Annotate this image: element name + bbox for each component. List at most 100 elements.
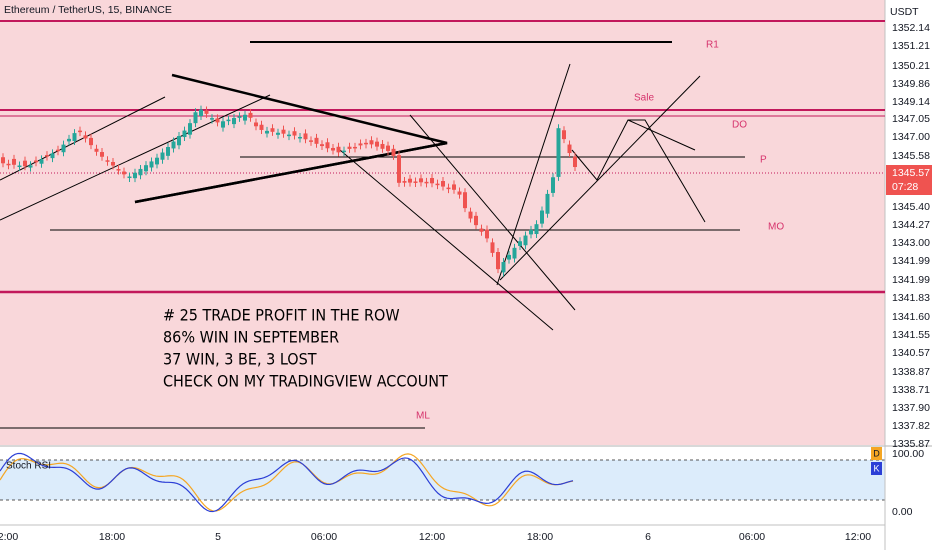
candle	[358, 143, 363, 146]
time-label: 18:00	[99, 531, 125, 543]
candle	[188, 123, 192, 135]
candle	[452, 184, 456, 190]
candle	[270, 128, 275, 132]
candle	[105, 160, 110, 162]
candle	[232, 118, 236, 125]
candle	[512, 247, 517, 259]
candle	[501, 262, 506, 273]
candle	[237, 116, 242, 118]
candle	[364, 142, 368, 145]
candle	[45, 155, 49, 157]
badge-label: D	[873, 448, 880, 458]
candle	[171, 141, 176, 149]
current-price-tag	[886, 165, 932, 195]
candle	[144, 165, 148, 172]
candle	[534, 224, 539, 235]
candle	[210, 118, 214, 120]
candle	[325, 142, 330, 149]
candle	[292, 131, 297, 136]
candle	[402, 181, 407, 183]
candle	[83, 135, 88, 139]
drawings	[0, 20, 885, 429]
candle	[56, 149, 60, 152]
candle	[166, 147, 170, 156]
badge	[871, 447, 882, 460]
candle	[331, 147, 335, 151]
candle	[463, 192, 467, 209]
candle	[435, 183, 440, 186]
candle	[551, 177, 555, 193]
level-label: MO	[768, 222, 784, 233]
candle	[419, 178, 423, 183]
price-label: 1345.58	[892, 150, 930, 162]
candle	[281, 129, 286, 134]
candle	[474, 215, 478, 226]
level-label: P	[760, 155, 767, 166]
level-label: DO	[732, 120, 747, 131]
arrow	[627, 119, 696, 151]
candle	[314, 137, 319, 144]
candle	[342, 150, 346, 153]
candle	[490, 242, 495, 253]
candle	[380, 143, 385, 149]
price-label: 1340.57	[892, 347, 930, 359]
time-label: 6	[645, 531, 651, 543]
candle	[523, 235, 528, 246]
candle	[507, 254, 511, 260]
candle	[243, 114, 247, 121]
candle	[17, 165, 22, 168]
level-label: Sale	[634, 93, 654, 104]
candle	[397, 155, 401, 183]
candle	[485, 229, 489, 239]
price-label: 1344.27	[892, 219, 930, 231]
candle	[424, 181, 429, 184]
candle	[160, 152, 165, 160]
price-label: 1341.99	[892, 255, 930, 267]
countdown: 07:28	[892, 181, 918, 193]
candle	[441, 181, 445, 187]
price-label: 1343.00	[892, 237, 930, 249]
price-label: 1352.14	[892, 22, 930, 34]
level-label: ML	[416, 411, 430, 422]
candle	[496, 252, 500, 270]
candle	[34, 160, 38, 163]
candle	[298, 136, 302, 139]
candle	[28, 165, 33, 168]
candle	[540, 210, 544, 224]
candle	[265, 130, 269, 134]
price-label: 1338.87	[892, 366, 930, 378]
candle	[545, 193, 550, 214]
current-price: 1345.57	[892, 167, 930, 179]
time-label: 06:00	[311, 531, 337, 543]
annotation-line: 86% WIN IN SEPTEMBER	[163, 328, 339, 347]
price-label: 1349.14	[892, 96, 930, 108]
time-label: 06:00	[739, 531, 765, 543]
price-label: 1350.21	[892, 60, 930, 72]
candle	[1, 157, 5, 164]
channel	[0, 96, 166, 181]
candle	[518, 241, 522, 246]
channel	[496, 63, 571, 286]
candle	[100, 152, 104, 157]
price-label: 1341.60	[892, 311, 930, 323]
stoch-band	[0, 460, 885, 500]
candle	[254, 122, 258, 127]
price-label: 1335.87	[892, 438, 930, 450]
candle	[468, 211, 473, 219]
candle	[122, 171, 126, 175]
candle	[50, 153, 55, 159]
candle	[375, 141, 379, 147]
candle	[353, 146, 357, 149]
price-label: 1349.86	[892, 78, 930, 90]
candle	[215, 118, 220, 123]
currency: USDT	[890, 6, 919, 18]
candle	[413, 181, 418, 183]
channel	[0, 94, 271, 221]
candle	[155, 157, 159, 165]
candle	[248, 112, 253, 118]
candle	[61, 144, 66, 153]
candle	[39, 159, 44, 164]
candle	[386, 145, 390, 151]
stoch-rsi	[0, 452, 574, 513]
candle	[562, 130, 566, 140]
